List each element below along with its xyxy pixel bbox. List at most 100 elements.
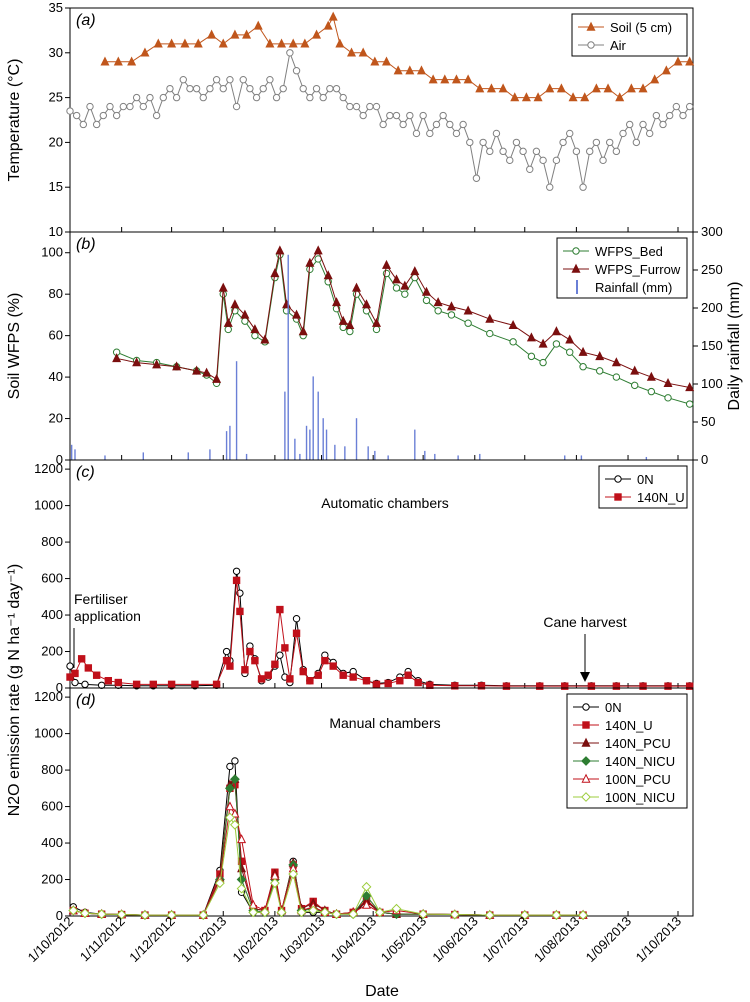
series-line — [73, 778, 584, 916]
y-tick-label: 1000 — [34, 498, 63, 513]
x-tick-label: 1/04/2013 — [328, 914, 380, 966]
data-point — [252, 93, 261, 102]
data-point — [374, 907, 385, 918]
data-point — [319, 907, 330, 918]
legend-marker — [572, 247, 580, 255]
series-line — [73, 783, 584, 916]
y-axis-title: N2O emission rate (g N ha⁻¹ day⁻¹) — [6, 564, 23, 817]
legend-marker — [582, 703, 590, 711]
data-point — [119, 102, 128, 111]
data-point — [580, 92, 590, 102]
data-point — [68, 905, 79, 916]
data-point — [391, 903, 402, 914]
data-point — [212, 75, 221, 84]
y-tick-label: 20 — [49, 411, 63, 426]
data-point — [352, 102, 361, 111]
data-point — [206, 84, 214, 93]
series-wfps-furrow — [112, 245, 695, 392]
data-point — [96, 909, 107, 920]
y-tick-label: 600 — [41, 571, 63, 586]
data-point — [665, 111, 674, 120]
data-point — [225, 783, 235, 794]
data-point — [639, 120, 647, 129]
data-point — [92, 120, 101, 129]
data-point — [323, 270, 333, 280]
data-point — [506, 156, 514, 165]
data-point — [446, 301, 456, 311]
data-point — [509, 338, 517, 346]
data-point — [281, 644, 289, 652]
data-point — [510, 92, 520, 102]
y2-tick-label: 300 — [701, 224, 723, 239]
data-point — [286, 49, 294, 57]
data-point — [346, 327, 354, 336]
data-point — [673, 56, 683, 66]
legend-marker — [614, 493, 622, 501]
data-point — [566, 129, 574, 138]
panel-3: 0 200 400 600 800 1000 1200 (c) Automatic chambe… — [34, 459, 694, 695]
data-point — [578, 346, 588, 356]
data-point — [498, 83, 508, 93]
data-point — [140, 47, 150, 57]
data-point — [305, 257, 315, 267]
data-point — [551, 326, 561, 336]
data-point — [314, 671, 322, 679]
data-point — [559, 138, 567, 147]
data-point — [362, 677, 371, 685]
data-point — [265, 38, 275, 48]
data-point — [172, 361, 182, 371]
data-point — [384, 679, 392, 688]
data-point — [539, 358, 547, 367]
data-point — [463, 74, 473, 84]
data-point — [212, 680, 221, 689]
data-point — [626, 83, 636, 93]
data-point — [250, 324, 260, 334]
data-point — [239, 75, 247, 84]
series-100n-pcu — [68, 801, 588, 919]
data-point — [339, 671, 347, 679]
data-point — [292, 309, 302, 319]
data-point — [276, 907, 287, 918]
data-point — [546, 183, 554, 191]
data-point — [288, 869, 299, 879]
data-point — [259, 907, 270, 918]
data-point — [100, 56, 110, 66]
data-point — [348, 909, 359, 920]
data-point — [80, 908, 90, 919]
x-tick-label: 1/01/2013 — [178, 914, 230, 966]
legend-marker — [581, 756, 591, 766]
data-point — [296, 907, 307, 918]
data-point — [533, 92, 543, 102]
data-point — [556, 83, 566, 93]
data-point — [335, 38, 345, 48]
x-tick-label: 1/10/2012 — [25, 914, 77, 966]
data-point — [595, 351, 605, 361]
data-point — [485, 313, 495, 323]
data-point — [113, 56, 123, 66]
data-point — [519, 910, 530, 920]
x-tick-label: 1/05/2013 — [378, 914, 430, 966]
x-axis-title: Date — [365, 983, 399, 1000]
y-tick-label: 35 — [49, 0, 63, 15]
legend-marker — [582, 721, 590, 729]
data-point — [401, 290, 409, 298]
x-tick-label: 1/08/2013 — [531, 914, 583, 966]
data-point — [459, 120, 467, 129]
data-point — [685, 102, 694, 111]
data-point — [484, 910, 495, 920]
data-point — [572, 147, 581, 156]
data-point — [526, 165, 534, 173]
data-point — [361, 881, 372, 892]
legend-marker — [614, 475, 622, 483]
data-point — [347, 47, 357, 57]
data-point — [566, 348, 574, 356]
y2-tick-label: 150 — [701, 338, 723, 353]
annotation-fertiliser: Fertiliser — [74, 591, 128, 607]
data-point — [270, 268, 280, 278]
data-point — [282, 299, 292, 309]
data-point — [71, 678, 79, 687]
data-point — [146, 93, 154, 102]
data-point — [591, 83, 601, 93]
data-point — [428, 74, 438, 84]
